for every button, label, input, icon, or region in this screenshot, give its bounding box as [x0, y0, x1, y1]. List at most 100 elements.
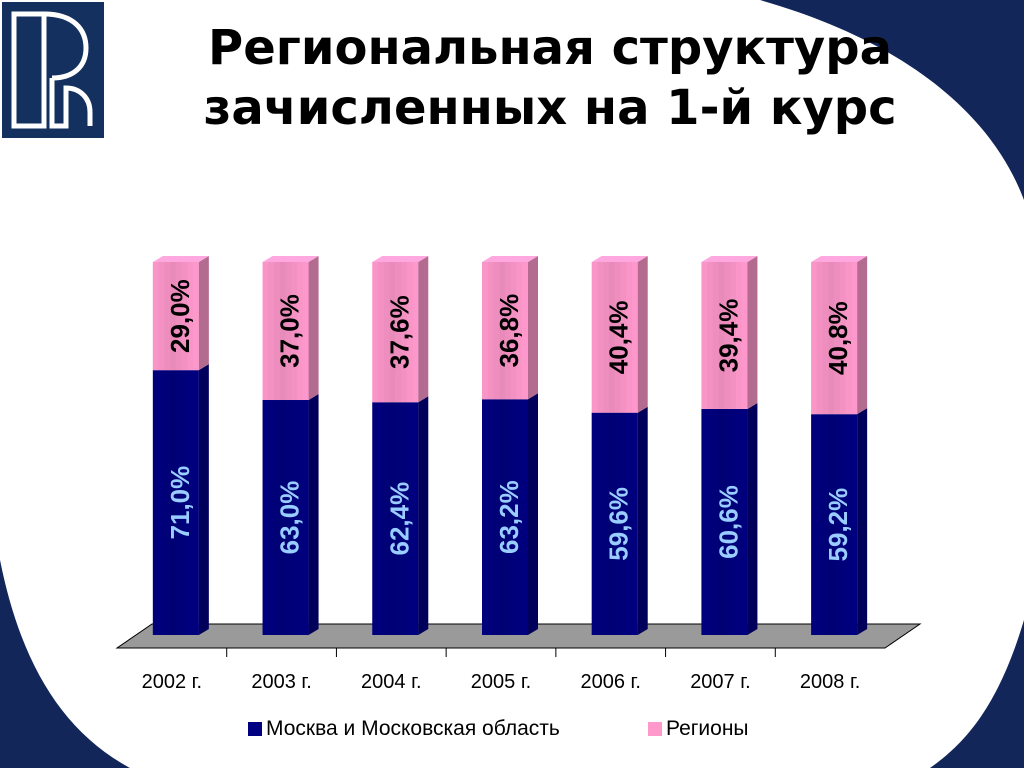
- bar-side-face: [857, 408, 868, 635]
- bar-shade-stripe: [516, 262, 523, 400]
- bar-top-face: [701, 256, 758, 262]
- bar-shade-stripe: [735, 408, 742, 635]
- bar-side-face: [308, 394, 319, 635]
- bar-top-face: [482, 256, 538, 262]
- bar-front-face: [811, 414, 858, 635]
- bar-shade-stripe: [158, 262, 165, 371]
- bar-shade-stripe: [741, 262, 748, 409]
- bar-shade-stripe: [816, 262, 823, 415]
- bar-value-label: 40,4%: [604, 300, 634, 374]
- bar-shade-stripe: [383, 262, 390, 403]
- bar-shade-stripe: [597, 412, 604, 635]
- bar-front-face: [701, 408, 748, 635]
- bar-shade-stripe: [724, 262, 731, 409]
- bar-shade-stripe: [291, 400, 298, 635]
- bar-shade-stripe: [626, 412, 632, 635]
- bar-shade-stripe: [811, 414, 817, 635]
- bar-shade-stripe: [505, 262, 511, 400]
- bar-shade-stripe: [591, 262, 598, 413]
- bar-value-label: 37,0%: [275, 294, 305, 368]
- bar-shade-stripe: [170, 370, 176, 635]
- bar-value-label: 60,6%: [713, 485, 743, 559]
- bar-shade-stripe: [187, 262, 194, 371]
- bar-segment: 62,4%: [372, 396, 429, 635]
- bar-shade-stripe: [372, 262, 379, 403]
- bar-front-face: [262, 400, 309, 635]
- bar-shade-stripe: [395, 402, 402, 635]
- bar-shade-stripe: [614, 262, 621, 413]
- bar-shade-stripe: [297, 400, 303, 635]
- bar-front-face: [701, 262, 748, 409]
- bar-value-label: 62,4%: [384, 482, 414, 556]
- bar-side-face: [528, 393, 538, 635]
- bar-shade-stripe: [851, 262, 858, 415]
- bar-shade-stripe: [181, 370, 188, 635]
- bar-shade-stripe: [193, 370, 199, 635]
- bar-shade-stripe: [730, 262, 736, 409]
- bar-shade-stripe: [510, 399, 517, 635]
- bar-value-label: 29,0%: [165, 279, 195, 353]
- bar-front-face: [482, 262, 528, 400]
- bar-shade-stripe: [274, 400, 280, 635]
- bar-shade-stripe: [828, 414, 835, 635]
- bar-shade-stripe: [707, 262, 713, 409]
- bar-shade-stripe: [712, 262, 719, 409]
- bar-shade-stripe: [851, 414, 858, 635]
- bar-shade-stripe: [297, 262, 303, 401]
- x-tick-label: 2006 г.: [580, 671, 640, 693]
- hse-logo-icon: [2, 2, 104, 138]
- bar-shade-stripe: [378, 262, 384, 403]
- x-tick-label: 2003 г.: [251, 671, 311, 693]
- bar-shade-stripe: [626, 262, 632, 413]
- bar-shade-stripe: [620, 412, 627, 635]
- bar-value-label: 63,0%: [275, 481, 305, 555]
- bar-shade-stripe: [401, 402, 407, 635]
- bar-shade-stripe: [718, 262, 725, 409]
- bar-shade-stripe: [302, 262, 309, 401]
- bar-shade-stripe: [845, 414, 852, 635]
- bar-shade-stripe: [372, 402, 379, 635]
- bar-shade-stripe: [164, 262, 171, 371]
- bar-segment: 29,0%: [152, 256, 209, 371]
- x-tick-label: 2008 г.: [800, 671, 860, 693]
- bar-shade-stripe: [487, 399, 494, 635]
- bar-shade-stripe: [482, 399, 488, 635]
- bar-value-label: 71,0%: [165, 466, 195, 540]
- legend-label: Регионы: [666, 717, 749, 740]
- bar-shade-stripe: [597, 262, 604, 413]
- bar-shade-stripe: [401, 262, 407, 403]
- slide-title-line-1: Региональная структура: [208, 20, 892, 76]
- bar-shade-stripe: [285, 400, 292, 635]
- bar-front-face: [591, 412, 638, 635]
- bar-shade-stripe: [828, 262, 835, 415]
- bar-shade-stripe: [378, 402, 384, 635]
- bar-shade-stripe: [839, 262, 846, 415]
- bar-shade-stripe: [839, 414, 846, 635]
- bar-side-face: [747, 256, 758, 409]
- bar-shade-stripe: [302, 400, 309, 635]
- bar-shade-stripe: [170, 262, 176, 371]
- bar-shade-stripe: [285, 262, 292, 401]
- bar-side-face: [418, 256, 429, 403]
- bar-front-face: [152, 370, 199, 635]
- bar-side-face: [418, 396, 429, 635]
- bar-shade-stripe: [834, 262, 840, 415]
- bar-side-face: [528, 256, 538, 400]
- bar-front-face: [372, 402, 419, 635]
- bar-shade-stripe: [834, 414, 840, 635]
- bar-shade-stripe: [406, 402, 413, 635]
- legend-label: Москва и Московская область: [266, 717, 560, 740]
- bar-shade-stripe: [701, 262, 708, 409]
- bar-top-face: [372, 256, 429, 262]
- bar-shade-stripe: [741, 408, 748, 635]
- slide-title-line-2: зачисленных на 1-й курс: [203, 80, 897, 136]
- bar-shade-stripe: [811, 262, 817, 415]
- slide-title: Региональная структура зачисленных на 1-…: [150, 18, 950, 138]
- bar-shade-stripe: [268, 400, 275, 635]
- bar-segment: 37,0%: [262, 256, 319, 401]
- bar-shade-stripe: [730, 408, 736, 635]
- bar-shade-stripe: [383, 402, 390, 635]
- bar-shade-stripe: [712, 408, 719, 635]
